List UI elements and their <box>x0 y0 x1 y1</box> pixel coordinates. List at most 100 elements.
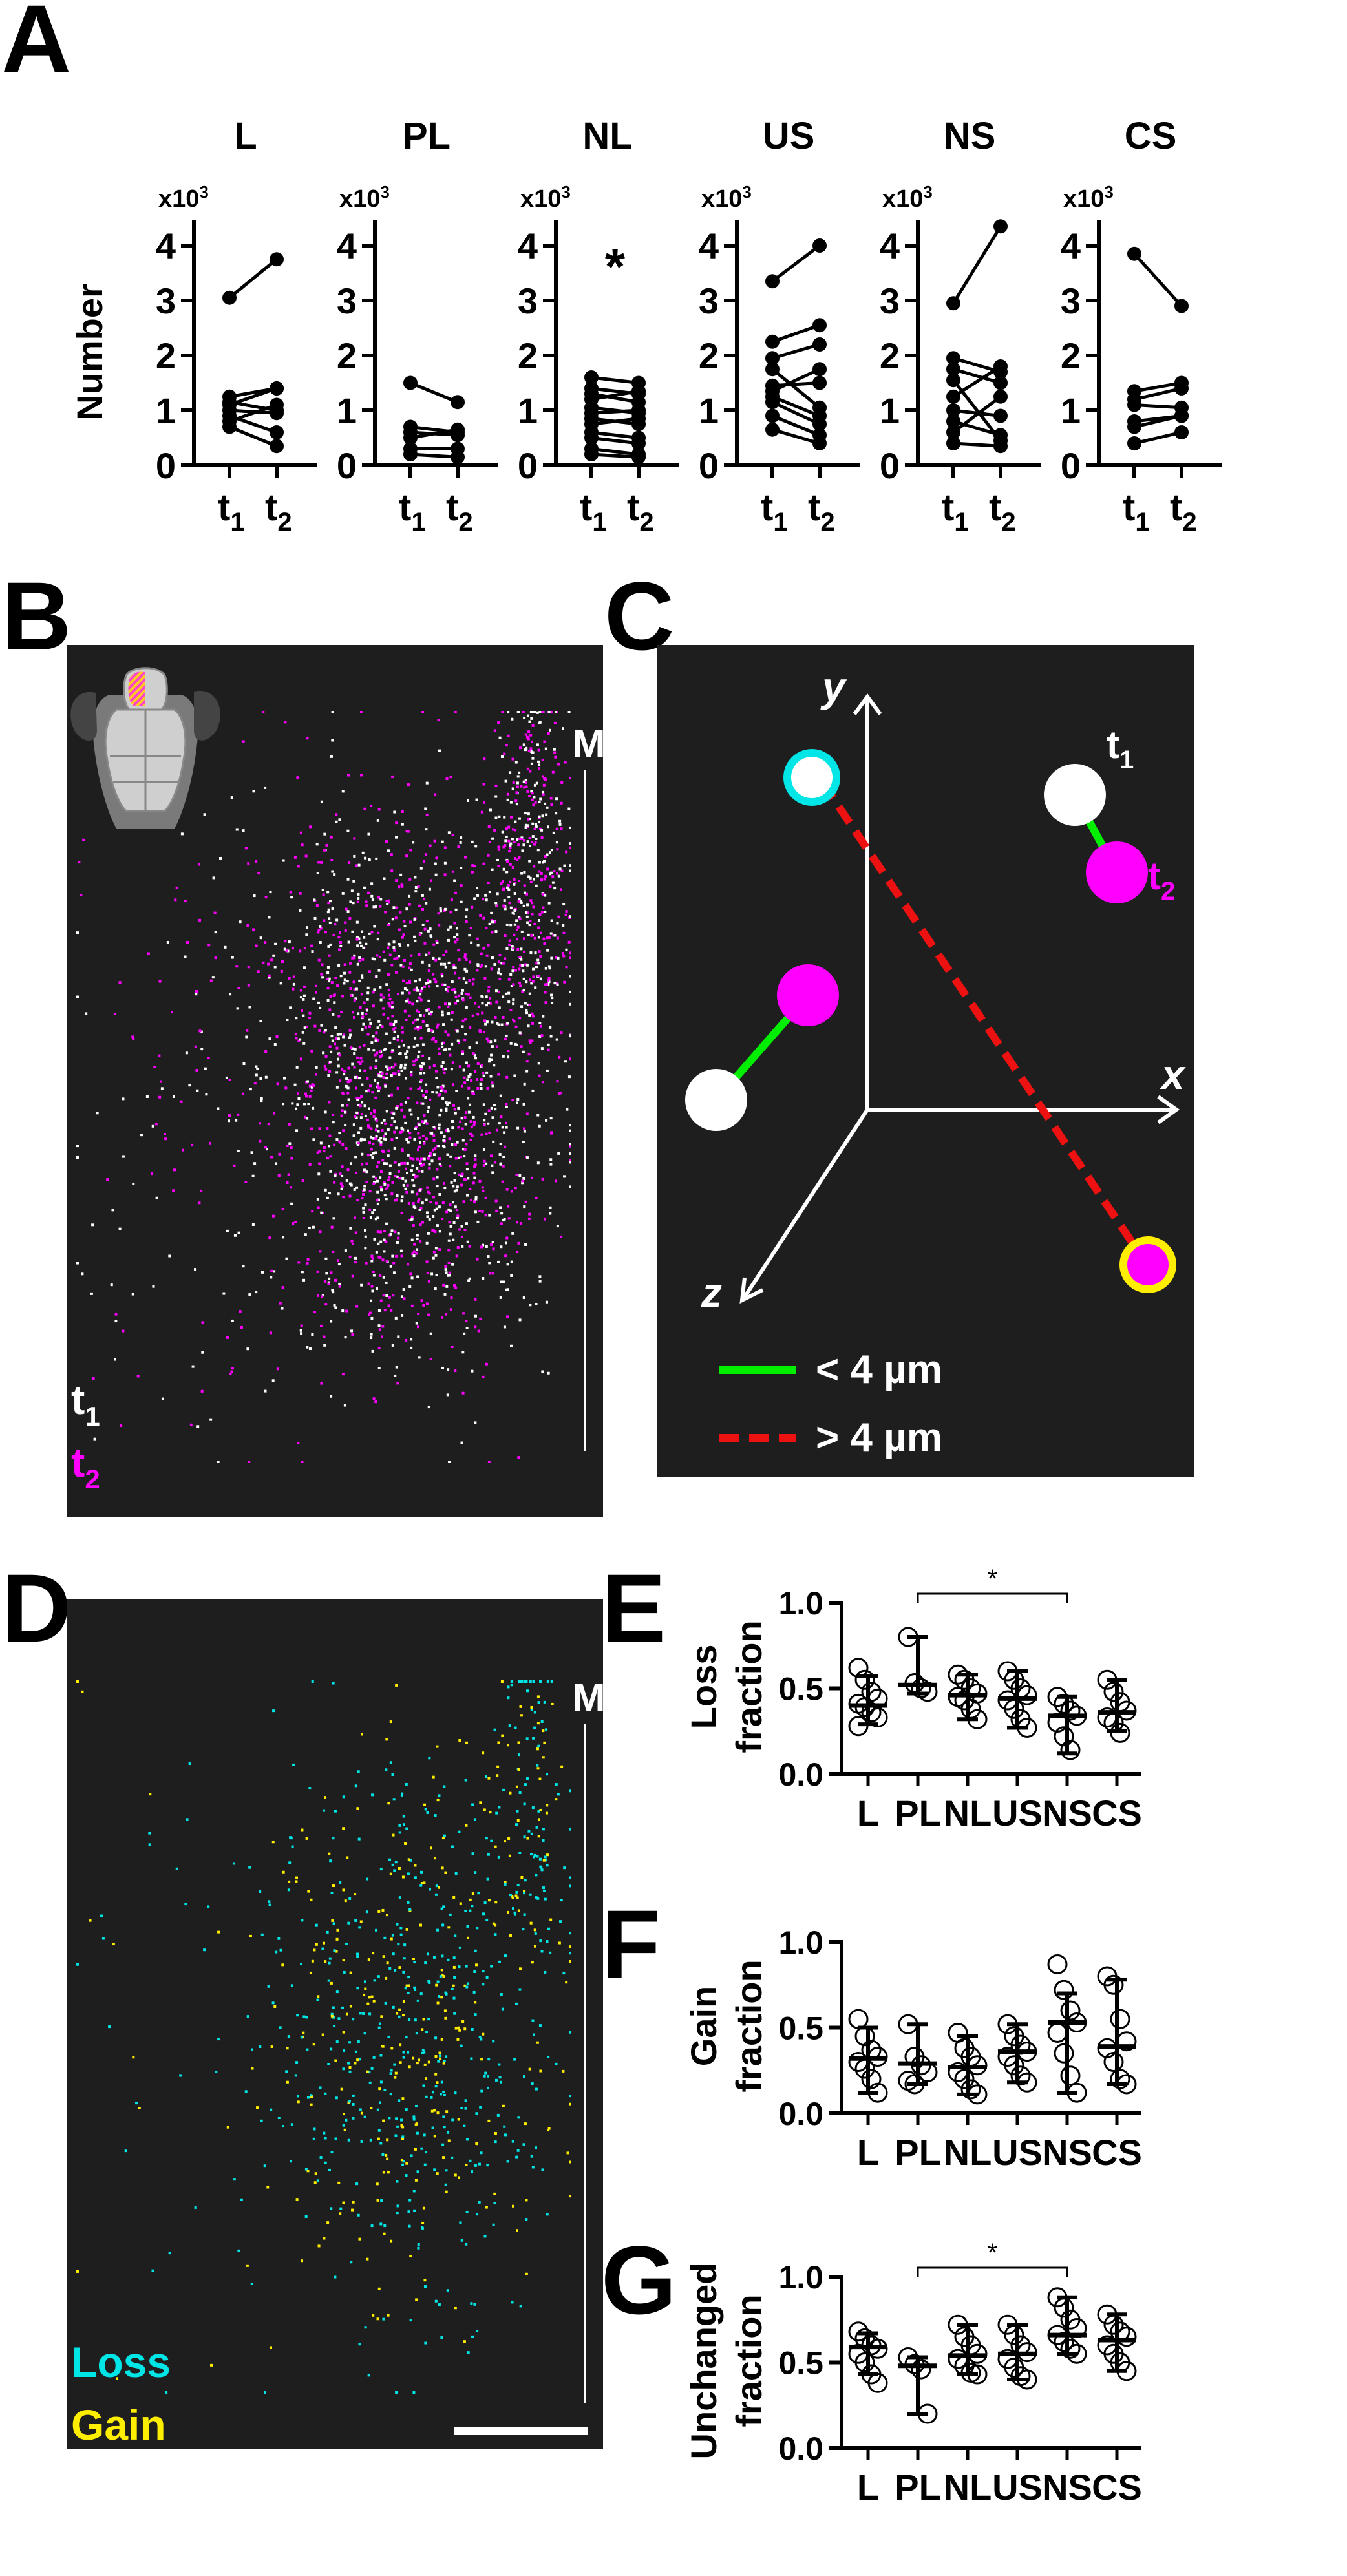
cell-dot <box>332 1884 335 1888</box>
cell-dot <box>515 2155 518 2159</box>
subplot-title: L <box>234 115 257 157</box>
cell-dot <box>507 896 511 899</box>
cell-dot <box>532 967 535 971</box>
cell-dot <box>495 1000 498 1004</box>
cell-dot <box>529 1041 532 1044</box>
cell-dot <box>357 1097 361 1100</box>
point-t1 <box>1127 419 1141 434</box>
cell-dot <box>569 2195 571 2198</box>
cell-dot <box>390 2239 393 2243</box>
cell-dot <box>476 1086 480 1090</box>
cell-dot <box>537 1701 540 1704</box>
cell-dot <box>459 841 462 844</box>
cell-dot <box>182 1148 185 1152</box>
paired-line <box>591 417 639 426</box>
cell-dot <box>429 1151 432 1154</box>
cell-dot <box>338 1132 341 1135</box>
cell-dot <box>471 1905 474 1908</box>
cell-dot <box>544 910 547 913</box>
cell-dot <box>411 1179 414 1182</box>
cell-dot <box>251 1174 255 1177</box>
cell-dot <box>328 1134 332 1137</box>
cell-dot <box>383 1181 386 1185</box>
cell-dot <box>553 982 557 985</box>
cell-dot <box>509 973 513 976</box>
cell-dot <box>554 755 557 759</box>
cell-dot <box>367 832 370 836</box>
cell-dot <box>527 875 531 878</box>
cell-dot <box>421 2028 424 2031</box>
cell-dot <box>412 1958 415 1961</box>
data-point <box>1047 2022 1068 2043</box>
cell-dot <box>549 1035 553 1038</box>
cell-dot <box>511 1895 514 1898</box>
cell-dot <box>371 957 374 960</box>
cell-dot <box>385 1260 388 1263</box>
cell-dot <box>465 1222 468 1225</box>
cell-dot <box>474 1196 478 1199</box>
cell-dot <box>377 969 381 972</box>
cell-dot <box>546 1940 549 1943</box>
cell-dot <box>310 1898 313 1901</box>
cell-dot <box>538 1074 541 1077</box>
cell-dot <box>416 1275 419 1278</box>
cell-dot <box>509 1791 512 1795</box>
cell-dot <box>320 1024 323 1027</box>
cell-dot <box>432 1139 436 1143</box>
cell-dot <box>443 2009 447 2012</box>
cell-dot <box>416 1999 419 2002</box>
point-t2 <box>1174 299 1189 313</box>
cell-dot <box>335 1990 339 1994</box>
cell-dot <box>307 1890 310 1893</box>
cell-dot <box>434 1287 437 1291</box>
cell-dot <box>76 1680 79 1683</box>
cell-dot <box>535 1874 538 1877</box>
cell-dot <box>456 1214 460 1218</box>
cell-dot <box>533 1726 536 1729</box>
cell-dot <box>404 1987 407 1990</box>
cell-dot <box>302 1014 305 1017</box>
cell-dot <box>549 1117 553 1120</box>
cell-dot <box>379 1075 383 1078</box>
cell-dot <box>394 1161 397 1164</box>
cell-dot <box>362 946 365 949</box>
cell-dot <box>203 813 206 816</box>
cell-dot <box>365 942 368 945</box>
cell-dot <box>390 964 394 967</box>
cell-dot <box>567 940 571 944</box>
cell-dot <box>480 2151 483 2155</box>
y-tick-label: 3 <box>156 280 176 321</box>
cell-dot <box>499 1143 502 1146</box>
cell-dot <box>398 1966 401 1969</box>
cell-dot <box>383 1119 386 1122</box>
cell-dot <box>430 1010 433 1013</box>
cell-dot <box>279 982 282 985</box>
cell-dot <box>528 992 531 995</box>
cell-dot <box>355 920 359 924</box>
cell-dot <box>411 1252 414 1256</box>
cell-dot <box>449 1308 452 1311</box>
cell-dot <box>350 1240 354 1243</box>
cell-dot <box>442 1023 445 1026</box>
cell-dot <box>418 978 421 982</box>
cell-dot <box>569 1035 571 1038</box>
cell-dot <box>429 980 432 984</box>
cell-dot <box>371 898 374 902</box>
cell-dot <box>362 1207 365 1210</box>
cell-dot <box>498 1960 501 1963</box>
cell-dot <box>384 1122 387 1125</box>
cell-dot <box>513 909 516 912</box>
cell-dot <box>558 1055 561 1059</box>
cell-dot <box>449 1155 452 1158</box>
cell-dot <box>461 1050 464 1053</box>
cell-dot <box>339 2207 343 2210</box>
cell-dot <box>390 1074 393 1077</box>
cell-dot <box>505 923 509 926</box>
cell-dot <box>293 1083 297 1086</box>
cell-dot <box>456 999 460 1002</box>
cell-dot <box>535 1896 538 1899</box>
cell-dot <box>392 940 396 944</box>
cell-dot <box>475 1963 478 1967</box>
cell-dot <box>344 1336 347 1339</box>
y-tick-label: 1 <box>880 390 900 431</box>
